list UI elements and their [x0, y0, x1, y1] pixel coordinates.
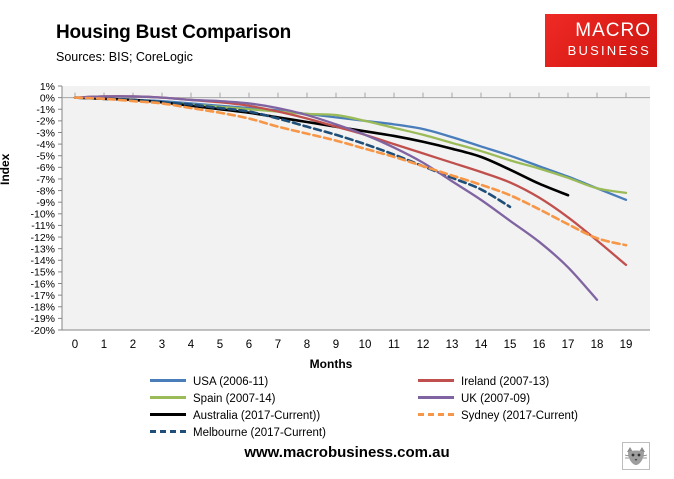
line-chart: 1%0%-1%-2%-3%-4%-5%-6%-7%-8%-9%-10%-11%-…	[30, 81, 650, 351]
legend-swatch	[418, 395, 454, 399]
x-axis-tick-label: 6	[246, 339, 252, 351]
y-axis-tick-label: -2%	[36, 116, 55, 128]
y-axis-tick-label: -13%	[30, 243, 55, 255]
x-axis-tick-label: 1	[101, 339, 107, 351]
y-axis-tick-label: -16%	[30, 278, 55, 290]
legend-item[interactable]: Melbourne (2017-Current)	[150, 427, 326, 439]
y-axis-tick-label: -6%	[36, 162, 55, 174]
x-axis-tick-label: 11	[388, 339, 400, 351]
wolf-head-icon	[622, 442, 650, 470]
legend-swatch	[150, 412, 186, 416]
x-axis-tick-label: 12	[417, 339, 430, 351]
x-axis-tick-label: 16	[533, 339, 546, 351]
x-axis-tick-label: 3	[159, 339, 165, 351]
legend-label: Australia (2017-Current))	[193, 410, 321, 422]
y-axis-tick-label: -4%	[36, 139, 55, 151]
logo-text-macro: MACRO	[575, 20, 651, 41]
legend-swatch	[150, 395, 186, 399]
y-axis-tick-label: -18%	[30, 302, 55, 314]
y-axis-tick-label: -7%	[36, 174, 55, 186]
legend-label: USA (2006-11)	[193, 376, 269, 388]
x-axis-title-text: Months	[309, 357, 353, 371]
y-axis-tick-label: -17%	[30, 290, 55, 302]
y-axis-tick-label: -5%	[36, 151, 55, 163]
legend-swatch	[418, 378, 454, 382]
y-axis-title: Index	[0, 153, 12, 185]
legend-swatch	[418, 412, 454, 416]
legend-item[interactable]: Spain (2007-14)	[150, 393, 275, 405]
x-axis-tick-label: 5	[217, 339, 223, 351]
x-axis-tick-label: 4	[188, 339, 195, 351]
legend-label: Sydney (2017-Current)	[461, 410, 578, 422]
legend-item[interactable]: UK (2007-09)	[418, 393, 530, 405]
x-axis-tick-label: 17	[562, 339, 575, 351]
legend-label: Spain (2007-14)	[193, 393, 276, 405]
plot-background	[62, 86, 650, 330]
chart-sources: Sources: BIS; CoreLogic	[56, 50, 193, 64]
legend-label: Ireland (2007-13)	[461, 376, 550, 388]
y-axis-tick-label: -10%	[30, 209, 55, 221]
series-line	[73, 95, 599, 301]
y-axis-tick-label: -3%	[36, 127, 55, 139]
y-axis-tick-label: -15%	[30, 267, 55, 279]
y-axis-tick-label: -1%	[36, 104, 55, 116]
legend-label: Melbourne (2017-Current)	[193, 427, 326, 439]
y-axis-tick-label: -9%	[36, 197, 55, 209]
legend-item[interactable]: Ireland (2007-13)	[418, 376, 549, 388]
y-axis-tick-label: -19%	[30, 313, 55, 325]
x-axis-tick-label: 15	[504, 339, 517, 351]
x-axis-tick-label: 2	[130, 339, 136, 351]
legend-swatch	[150, 429, 186, 433]
x-axis-tick-label: 0	[72, 339, 78, 351]
website-footer: www.macrobusiness.com.au	[0, 444, 674, 461]
x-axis-tick-label: 19	[620, 339, 633, 351]
logo-text-business: BUSINESS	[567, 43, 651, 58]
website-text: www.macrobusiness.com.au	[244, 444, 450, 461]
y-axis-tick-label: 0%	[40, 92, 55, 104]
macrobusiness-logo: MACRO BUSINESS	[545, 14, 657, 67]
wolf-head-glyph	[623, 443, 649, 469]
chart-legend: USA (2006-11) Ireland (2007-13) Spain (200…	[150, 376, 650, 446]
y-axis-tick-label: -12%	[30, 232, 55, 244]
x-axis-tick-label: 9	[333, 339, 339, 351]
y-axis-tick-label: -20%	[30, 325, 55, 337]
legend-item[interactable]: USA (2006-11)	[150, 376, 268, 388]
x-axis-tick-label: 7	[275, 339, 281, 351]
y-axis-tick-label: -8%	[36, 185, 55, 197]
x-axis-tick-label: 13	[446, 339, 459, 351]
y-axis-tick-label: 1%	[40, 81, 55, 93]
x-axis-tick-label: 8	[304, 339, 310, 351]
x-axis-title: Months	[0, 357, 674, 371]
legend-label: UK (2007-09)	[461, 393, 531, 405]
x-axis-tick-label: 18	[591, 339, 604, 351]
legend-swatch	[150, 378, 186, 382]
legend-item[interactable]: Australia (2017-Current))	[150, 410, 320, 422]
y-axis-tick-label: -14%	[30, 255, 55, 267]
y-axis-tick-label: -11%	[31, 220, 55, 232]
legend-item[interactable]: Sydney (2017-Current)	[418, 410, 578, 422]
page-title: Housing Bust Comparison	[56, 22, 292, 43]
x-axis-tick-label: 10	[359, 339, 372, 351]
x-axis-tick-label: 14	[475, 339, 488, 351]
series-line	[73, 96, 628, 247]
